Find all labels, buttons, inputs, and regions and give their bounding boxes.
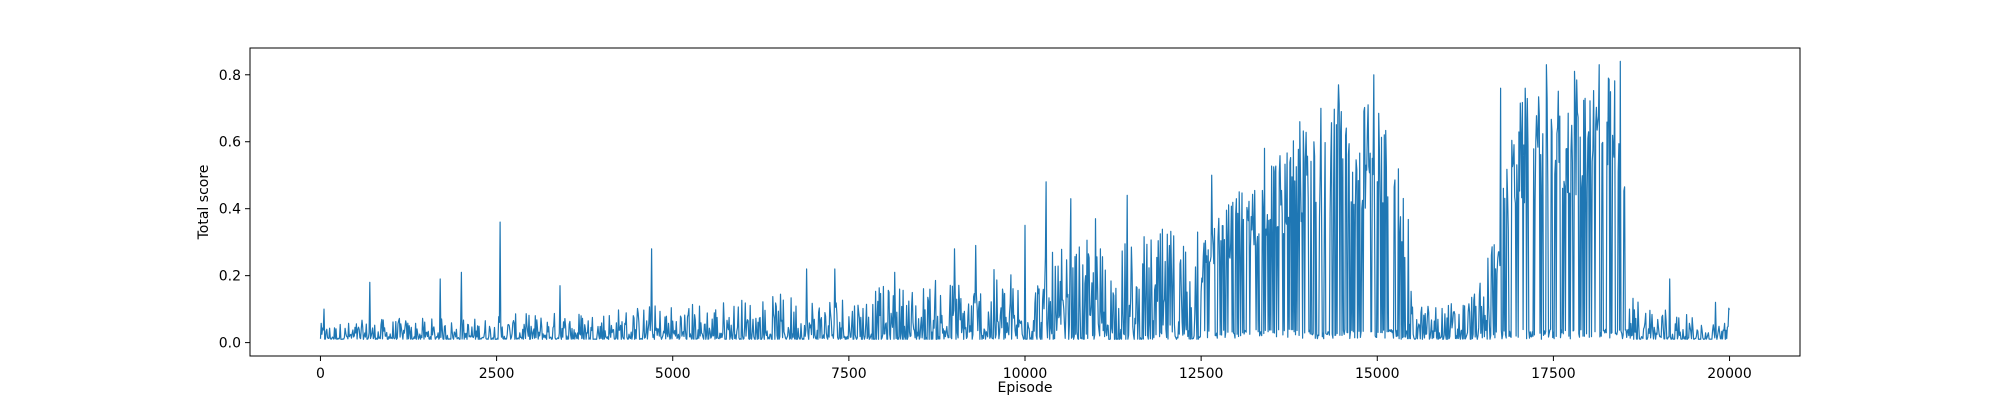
x-axis-label: Episode	[998, 380, 1053, 396]
y-axis-label: Total score	[196, 165, 212, 241]
x-axis: 0 2500 5000 7500 10000 12500 15000 17500 20000	[316, 356, 1752, 382]
x-tick-label: 20000	[1707, 366, 1752, 382]
x-tick-label: 10000	[1003, 366, 1048, 382]
plot-area	[319, 60, 1731, 340]
x-tick-label: 2500	[479, 366, 515, 382]
y-tick-label: 0.0	[219, 336, 241, 352]
x-tick-label: 15000	[1355, 366, 1400, 382]
x-tick-label: 7500	[831, 366, 867, 382]
y-axis: 0.0 0.2 0.4 0.6 0.8	[219, 68, 250, 352]
y-tick-label: 0.2	[219, 269, 241, 285]
y-tick-label: 0.4	[219, 202, 241, 218]
x-tick-label: 12500	[1179, 366, 1224, 382]
x-tick-label: 0	[316, 366, 325, 382]
x-tick-label: 17500	[1531, 366, 1576, 382]
x-tick-label: 5000	[655, 366, 691, 382]
series-line-total-score	[319, 60, 1731, 340]
y-tick-label: 0.6	[219, 135, 241, 151]
y-tick-label: 0.8	[219, 68, 241, 84]
